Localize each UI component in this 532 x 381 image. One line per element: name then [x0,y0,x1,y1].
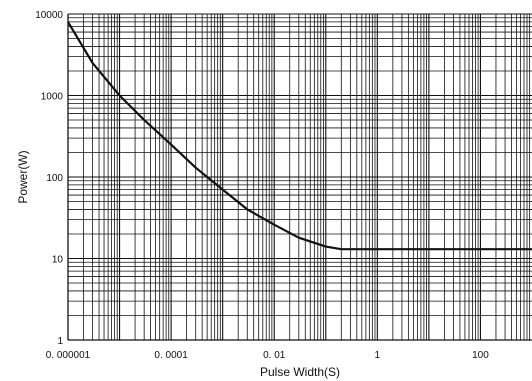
x-tick-labels: 0. 000001 0. 0001 0. 01 1 100 [46,350,489,361]
y-axis-label: Power(W) [16,150,30,203]
grid [67,13,532,341]
y-tick-label: 10000 [35,10,63,21]
x-tick-label: 0. 01 [263,350,286,361]
series-layer [67,21,532,251]
y-tick-label: 1 [57,336,63,347]
x-tick-label: 1 [375,350,381,361]
x-tick-label: 0. 0001 [154,350,188,361]
y-tick-labels: 1 10 100 1000 10000 [35,10,63,347]
x-axis-label: Pulse Width(S) [260,365,340,379]
y-tick-label: 1000 [41,92,64,103]
y-tick-label: 100 [46,173,63,184]
x-tick-label: 100 [472,350,489,361]
y-tick-label: 10 [52,255,64,266]
x-tick-label: 0. 000001 [46,350,91,361]
series-line-1 [67,21,532,251]
